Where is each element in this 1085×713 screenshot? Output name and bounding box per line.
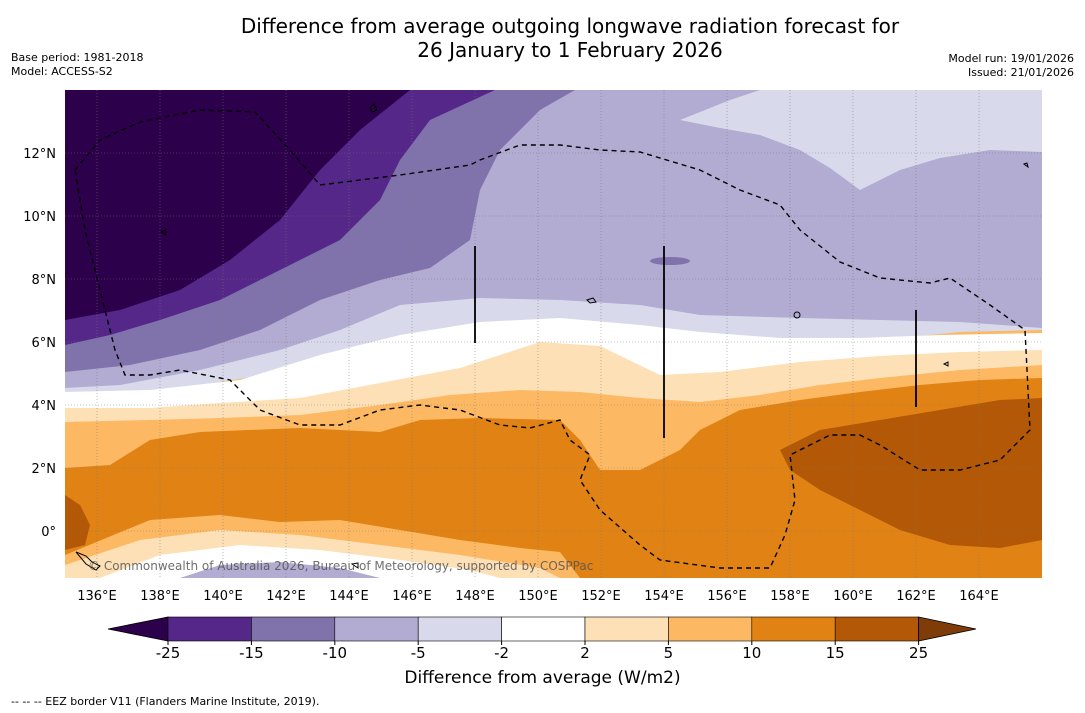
eez-borders	[74, 109, 1031, 569]
lat-label: 10°N	[23, 210, 56, 225]
model-name: Model: ACCESS-S2	[11, 65, 113, 78]
colorbar-segment	[417, 616, 502, 642]
forecast-markers	[474, 246, 917, 438]
lat-label: 0°	[41, 525, 56, 540]
band-minus-5-south	[180, 562, 380, 578]
lon-label: 152°E	[581, 589, 621, 604]
colorbar-tick-label: 5	[664, 644, 674, 662]
footnote: -- -- -- EEZ border V11 (Flanders Marine…	[11, 695, 320, 708]
meta-left: Base period: 1981-2018 Model: ACCESS-S2	[11, 51, 143, 79]
colorbar-tick-label: -15	[239, 644, 264, 662]
band-minus-2-north	[680, 90, 1042, 190]
base-period: Base period: 1981-2018	[11, 51, 144, 64]
band-below-25	[65, 90, 410, 320]
colorbar-segment	[668, 616, 753, 642]
purple-blob	[650, 257, 690, 265]
lon-label: 138°E	[140, 589, 180, 604]
islands	[75, 103, 1029, 571]
colorbar-tick-label: -5	[411, 644, 426, 662]
lon-label: 144°E	[329, 589, 369, 604]
copyright-notice: © Commonwealth of Australia 2026, Bureau…	[88, 559, 593, 573]
colorbar-tick-label: 15	[826, 644, 845, 662]
lon-label: 156°E	[707, 589, 747, 604]
issued-date: Issued: 21/01/2026	[967, 66, 1074, 79]
gridlines	[65, 90, 1042, 578]
meta-right: Model run: 19/01/2026 Issued: 21/01/2026	[948, 52, 1074, 80]
lat-label: 12°N	[23, 147, 56, 162]
lon-label: 158°E	[770, 589, 810, 604]
lon-label: 154°E	[644, 589, 684, 604]
lon-label: 142°E	[266, 589, 306, 604]
colorbar-title: Difference from average (W/m2)	[404, 668, 681, 688]
lon-label: 162°E	[896, 589, 936, 604]
colorbar-tick-label: 25	[909, 644, 928, 662]
lat-label: 6°N	[32, 336, 57, 351]
colorbar: -25 -15 -10 -5 -2 2 5 10 15 25	[107, 616, 977, 662]
colorbar-segment	[584, 616, 669, 642]
latitude-labels: 12°N 10°N 8°N 6°N 4°N 2°N 0°	[23, 147, 56, 540]
colorbar-tick-label: -10	[323, 644, 348, 662]
colorbar-extend-low	[107, 616, 169, 642]
lon-label: 140°E	[203, 589, 243, 604]
band-near-zero	[65, 318, 1042, 410]
lon-label: 150°E	[518, 589, 558, 604]
model-run: Model run: 19/01/2026	[948, 52, 1074, 65]
lon-label: 164°E	[959, 589, 999, 604]
title-line-2: 26 January to 1 February 2026	[417, 38, 723, 62]
colorbar-segment	[251, 616, 336, 642]
lon-label: 160°E	[833, 589, 873, 604]
title-line-1: Difference from average outgoing longwav…	[240, 14, 900, 38]
band-plus-2	[65, 342, 1042, 422]
lat-label: 4°N	[32, 399, 57, 414]
lon-label: 148°E	[455, 589, 495, 604]
colorbar-tick-label: -2	[494, 644, 509, 662]
colorbar-segment	[167, 616, 252, 642]
colorbar-tick-label: -25	[156, 644, 181, 662]
band-plus-15-west	[65, 495, 90, 550]
colorbar-tick-label: 2	[580, 644, 590, 662]
lat-label: 8°N	[32, 273, 57, 288]
lon-label: 146°E	[392, 589, 432, 604]
chart-title: Difference from average outgoing longwav…	[0, 14, 1085, 62]
colorbar-tick-label: 10	[742, 644, 761, 662]
colorbar-segment	[501, 616, 586, 642]
lat-label: 2°N	[32, 462, 57, 477]
band-zero-south	[100, 545, 500, 578]
colorbar-extend-high	[918, 616, 977, 642]
map-panel: © Commonwealth of Australia 2026, Bureau…	[65, 90, 1042, 578]
colorbar-segment	[834, 616, 919, 642]
longitude-labels: 136°E 138°E 140°E 142°E 144°E 146°E 148°E 150°E…	[77, 589, 999, 604]
lon-label: 136°E	[77, 589, 117, 604]
colorbar-segment	[751, 616, 836, 642]
colorbar-segment	[334, 616, 419, 642]
